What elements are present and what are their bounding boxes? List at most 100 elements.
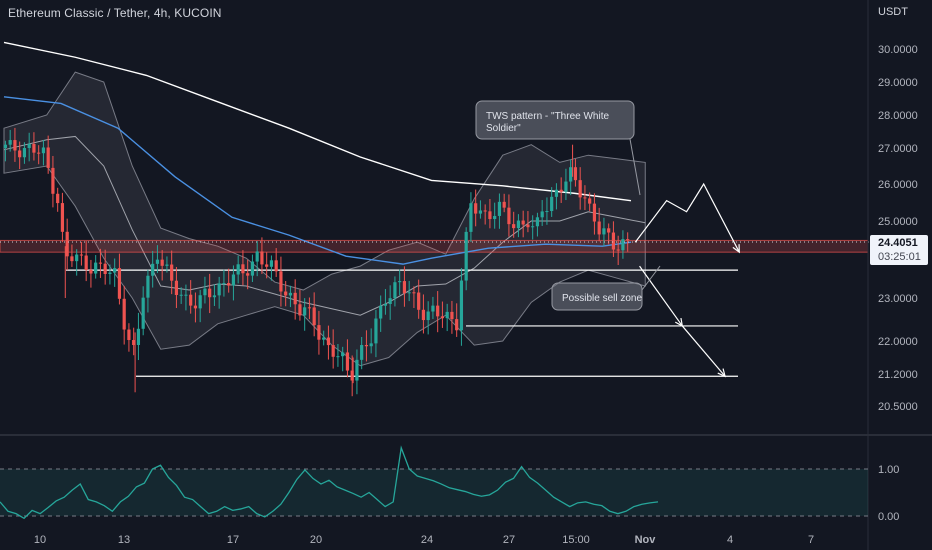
oscillator-tick-label: 1.00: [878, 464, 899, 476]
candle-body: [127, 329, 131, 341]
time-tick-label: 15:00: [562, 534, 590, 546]
candle-body: [98, 262, 103, 264]
candle-body: [208, 288, 212, 298]
candle-body: [231, 274, 236, 286]
candle-body: [65, 231, 69, 257]
fast-ma-line: [3, 96, 632, 265]
candle-body: [535, 217, 540, 227]
candle-body: [8, 140, 12, 145]
candle-body: [502, 201, 506, 208]
candle-body: [151, 263, 155, 276]
candle-body: [564, 181, 568, 192]
candle-body: [412, 292, 416, 294]
tws-callout-text: TWS pattern - "Three White: [486, 111, 609, 122]
candle-body: [602, 228, 606, 235]
candle-body: [113, 268, 117, 273]
candle-body: [165, 264, 169, 266]
candle-body: [51, 167, 55, 194]
candle-body: [626, 239, 630, 241]
candle-body: [554, 189, 559, 197]
candle-body: [578, 180, 582, 198]
candle-body: [170, 264, 174, 281]
arrow-head: [717, 368, 726, 378]
candle-body: [60, 203, 65, 232]
candle-body: [569, 167, 573, 182]
candle-body: [531, 226, 535, 228]
arrow-head: [732, 244, 740, 254]
bollinger-mid: [3, 135, 646, 316]
candle-body: [189, 294, 193, 306]
candle-body: [241, 264, 245, 274]
candle-body: [369, 343, 373, 347]
candle-body: [592, 203, 597, 222]
candle-body: [326, 337, 331, 346]
candle-body: [103, 263, 107, 274]
tws-callout-text: Soldier": [486, 123, 521, 134]
candle-body: [559, 189, 563, 192]
candle-body: [132, 340, 136, 345]
candle-body: [478, 210, 483, 214]
last-price-tag: 24.4051 03:25:01: [870, 235, 928, 265]
candle-body: [193, 305, 198, 309]
price-tick-label: 23.0000: [878, 293, 918, 305]
candle-body: [174, 280, 179, 295]
candle-body: [18, 150, 22, 158]
candle-body: [379, 305, 383, 319]
candle-body: [84, 255, 88, 270]
candle-body: [521, 220, 525, 225]
candle-body: [179, 294, 183, 296]
candle-body: [27, 143, 31, 149]
candle-body: [79, 254, 84, 256]
price-tick-label: 27.0000: [878, 143, 918, 155]
candle-body: [469, 203, 473, 232]
candle-body: [293, 292, 297, 305]
candle-body: [184, 294, 188, 296]
candle-body: [497, 201, 502, 216]
candle-body: [331, 345, 335, 357]
candle-body: [611, 232, 616, 250]
time-tick-label: 17: [227, 534, 239, 546]
price-tick-label: 25.0000: [878, 216, 918, 228]
candle-body: [459, 280, 464, 331]
time-tick-label: 20: [310, 534, 322, 546]
candle-body: [336, 356, 340, 358]
candle-body: [431, 305, 435, 312]
candle-body: [474, 203, 478, 214]
price-tick-label: 26.0000: [878, 179, 918, 191]
candle-body: [488, 211, 492, 220]
candle-body: [621, 239, 625, 251]
price-tick-label: 21.2000: [878, 369, 918, 381]
candle-body: [37, 152, 41, 154]
candle-body: [236, 264, 240, 275]
oscillator-band: [0, 469, 868, 516]
candle-body: [341, 352, 345, 357]
candle-body: [32, 143, 36, 153]
sell-zone-callout-box: [551, 282, 643, 311]
candle-body: [108, 272, 112, 274]
projection-path: [681, 325, 726, 377]
oscillator-line: [0, 445, 659, 520]
time-tick-label: 24: [421, 534, 433, 546]
candle-body: [265, 264, 269, 267]
candle-body: [540, 211, 544, 218]
candle-body: [22, 148, 27, 158]
price-tick-label: 22.0000: [878, 336, 918, 348]
tws-callout-box: [475, 100, 635, 140]
candle-body: [70, 256, 74, 262]
candle-body: [583, 197, 587, 199]
candle-body: [41, 147, 46, 154]
candle-body: [246, 273, 250, 276]
candle-body: [255, 251, 259, 262]
candle-body: [402, 281, 407, 294]
price-tick-label: 20.5000: [878, 401, 918, 413]
candle-body: [588, 198, 592, 204]
candle-body: [445, 311, 449, 319]
candle-body: [3, 144, 8, 148]
candle-body: [284, 291, 288, 296]
candle-body: [303, 307, 307, 316]
time-tick-label: 4: [727, 534, 733, 546]
candle-body: [393, 282, 397, 299]
candle-body: [450, 311, 454, 320]
last-price: 24.4051: [878, 237, 918, 249]
